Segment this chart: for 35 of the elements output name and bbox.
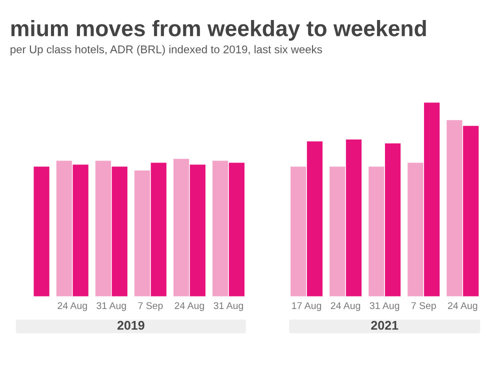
bar bbox=[446, 120, 462, 296]
x-tick-label: 24 Aug bbox=[58, 302, 87, 312]
bar bbox=[290, 166, 306, 296]
bar bbox=[424, 102, 440, 296]
bar bbox=[463, 126, 479, 296]
bar bbox=[56, 160, 72, 296]
bar bbox=[346, 139, 362, 296]
x-tick-label: 24 Aug bbox=[330, 302, 360, 312]
bar bbox=[72, 164, 88, 296]
text: 2019 bbox=[117, 320, 144, 330]
x-tick-label: 7 Sep bbox=[411, 302, 436, 312]
x-tick-label: 17 Aug bbox=[292, 302, 322, 312]
chart-title: mium moves from weekday to weekend bbox=[11, 20, 426, 41]
x-tick-label: 31 Aug bbox=[214, 302, 243, 312]
bar bbox=[112, 166, 128, 296]
bar bbox=[34, 166, 50, 296]
x-tick-label: 31 Aug bbox=[370, 302, 400, 312]
bar bbox=[95, 160, 112, 296]
bar bbox=[408, 162, 424, 296]
x-tick-label: 31 Aug bbox=[96, 302, 126, 312]
bar bbox=[330, 166, 346, 296]
x-tick-label: 7 Sep bbox=[138, 302, 163, 312]
bar bbox=[306, 141, 323, 296]
x-tick-label: 24 Aug bbox=[448, 302, 478, 312]
bar bbox=[384, 143, 401, 296]
bar bbox=[134, 170, 150, 296]
chart-subtitle: per Up class hotels, ADR (BRL) indexed to 2019, last six weeks bbox=[10, 45, 322, 56]
bar bbox=[150, 162, 166, 296]
bar bbox=[212, 160, 228, 296]
text: 2021 bbox=[371, 320, 398, 330]
bar bbox=[173, 158, 190, 296]
bar bbox=[228, 162, 244, 296]
x-tick-label: 24 Aug bbox=[174, 302, 204, 312]
bar bbox=[368, 166, 384, 296]
bar bbox=[190, 164, 206, 296]
